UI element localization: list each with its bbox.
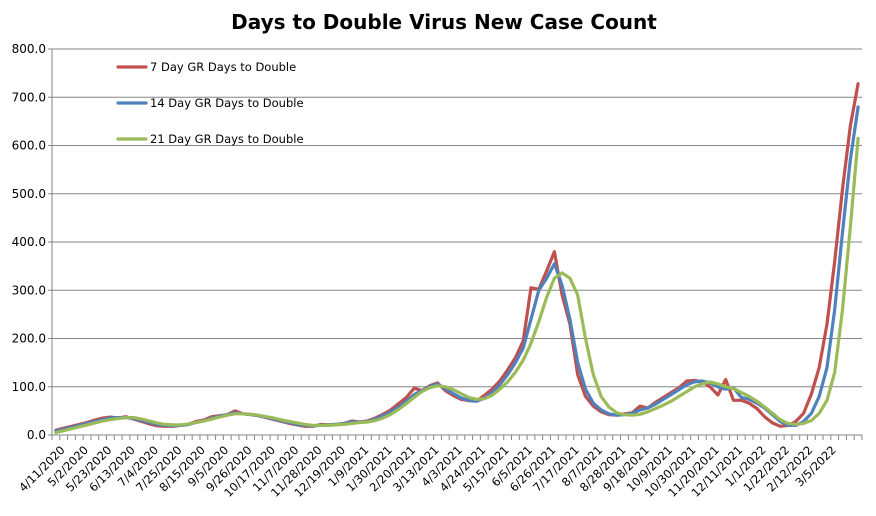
y-axis: 0.0 100.0 200.0 300.0 400.0 500.0 600.0 700.0 80… bbox=[12, 42, 53, 442]
y-tick-label: 500.0 bbox=[12, 187, 46, 201]
x-axis: 4/11/20205/2/20205/23/20206/13/20207/4/2… bbox=[16, 434, 863, 500]
legend: 7 Day GR Days to Double 14 Day GR Days to… bbox=[116, 60, 304, 146]
gridlines bbox=[52, 48, 862, 388]
y-tick-label: 800.0 bbox=[12, 42, 46, 56]
series-line-3 bbox=[54, 136, 860, 435]
legend-label-3: 21 Day GR Days to Double bbox=[150, 132, 304, 146]
legend-label-2: 14 Day GR Days to Double bbox=[150, 96, 304, 110]
legend-label-1: 7 Day GR Days to Double bbox=[150, 60, 296, 74]
y-tick-label: 700.0 bbox=[12, 90, 46, 104]
y-tick-label: 200.0 bbox=[12, 332, 46, 346]
chart-title: Days to Double Virus New Case Count bbox=[231, 10, 657, 34]
y-tick-label: 100.0 bbox=[12, 380, 46, 394]
series-line-2 bbox=[54, 105, 860, 433]
y-tick-label: 0.0 bbox=[27, 428, 46, 442]
y-tick-label: 300.0 bbox=[12, 283, 46, 297]
series-lines bbox=[54, 82, 860, 435]
y-tick-label: 600.0 bbox=[12, 139, 46, 153]
y-tick-label: 400.0 bbox=[12, 235, 46, 249]
